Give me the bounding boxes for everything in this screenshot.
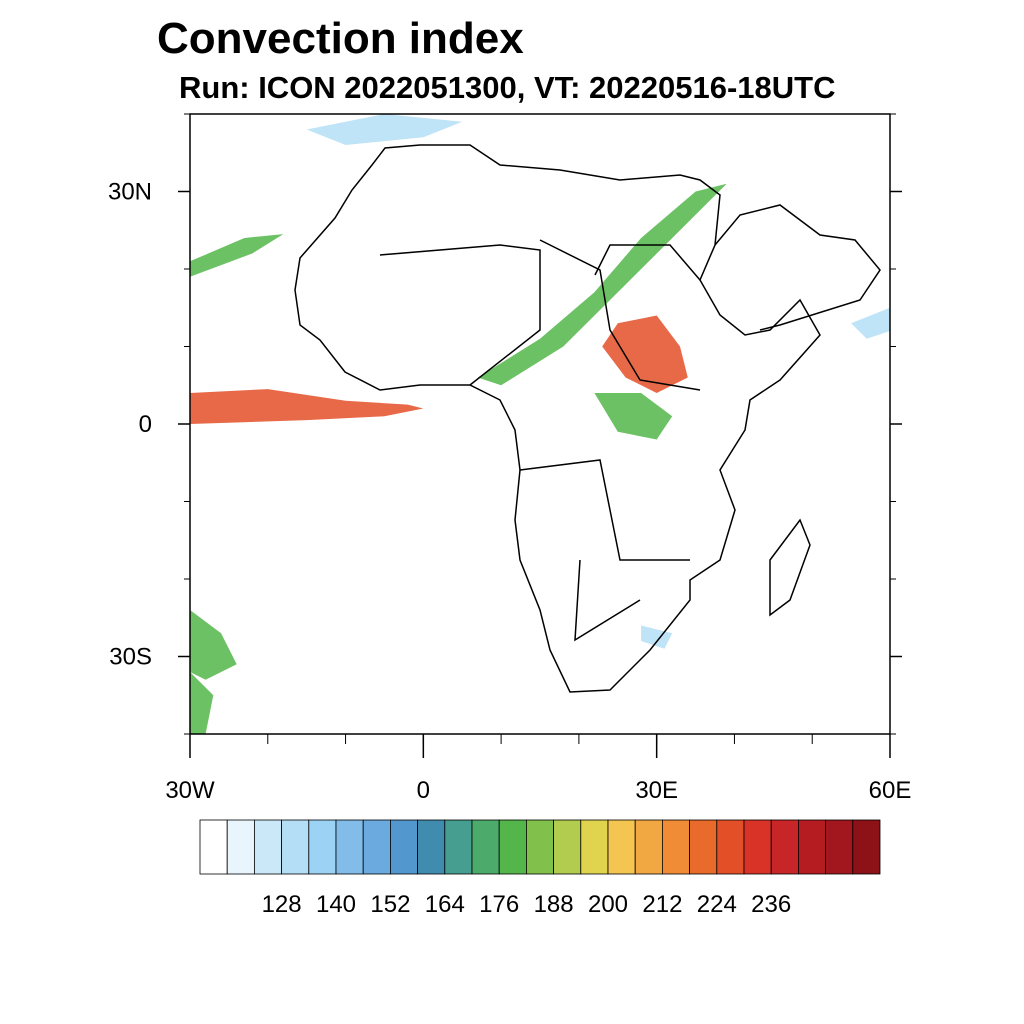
colorbar-box — [607, 819, 636, 875]
colorbar-box — [471, 819, 500, 875]
colorbar-box — [553, 819, 582, 875]
colorbar-box — [389, 819, 418, 875]
arabian-sea-patch — [851, 307, 890, 339]
border-southern-africa — [574, 559, 641, 642]
south-africa-patch — [641, 625, 673, 649]
convection-fields — [190, 114, 890, 734]
colorbar-box — [770, 819, 799, 875]
colorbar-box — [580, 819, 609, 875]
colorbar-label: 236 — [751, 891, 791, 918]
colorbar-box — [798, 819, 827, 875]
colorbar-box — [825, 819, 854, 875]
madagascar-outline — [769, 518, 811, 617]
colorbar-label: 176 — [479, 891, 519, 918]
arabia-outline — [714, 204, 881, 331]
africa-outline — [294, 144, 821, 693]
colorbar-label: 152 — [370, 891, 410, 918]
colorbar-box — [281, 819, 310, 875]
colorbar-box — [526, 819, 555, 875]
chart-title: Convection index — [157, 14, 524, 63]
lon-tick-label: 60E — [869, 777, 912, 804]
colorbar-box — [335, 819, 364, 875]
lon-tick-label: 0 — [417, 777, 430, 804]
colorbar: 128 140 152 164 176 188 200 212 224 236 — [199, 819, 881, 918]
colorbar-box — [689, 819, 718, 875]
colorbar-box — [852, 819, 881, 875]
chart-subtitle: Run: ICON 2022051300, VT: 20220516-18UTC — [179, 70, 836, 105]
colorbar-box — [308, 819, 337, 875]
north-atlantic-band — [190, 234, 284, 277]
colorbar-label: 212 — [642, 891, 682, 918]
colorbar-box — [417, 819, 446, 875]
colorbar-box — [253, 819, 282, 875]
colorbar-box — [444, 819, 473, 875]
mediterranean-patch — [306, 114, 463, 145]
lake-victoria-area — [594, 393, 673, 440]
map-frame — [189, 113, 891, 735]
south-atlantic-sw-patch — [190, 610, 237, 680]
lat-tick-label: 30N — [108, 179, 152, 206]
colorbar-box — [199, 819, 228, 875]
border-west — [379, 244, 541, 386]
colorbar-label: 224 — [697, 891, 737, 918]
colorbar-label: 164 — [425, 891, 465, 918]
border-east — [539, 239, 701, 391]
colorbar-box — [498, 819, 527, 875]
lat-tick-label: 0 — [139, 411, 152, 438]
atlantic-itcz-band — [190, 389, 424, 424]
colorbar-label: 128 — [262, 891, 302, 918]
colorbar-box — [226, 819, 255, 875]
lon-tick-label: 30W — [165, 777, 215, 804]
colorbar-label: 140 — [316, 891, 356, 918]
lon-tick-label: 30E — [635, 777, 678, 804]
colorbar-box — [662, 819, 691, 875]
colorbar-box — [743, 819, 772, 875]
colorbar-box — [716, 819, 745, 875]
central-africa-convection — [602, 315, 688, 393]
africa-coastline — [294, 144, 881, 693]
colorbar-label: 188 — [534, 891, 574, 918]
lat-tick-label: 30S — [109, 644, 152, 671]
border-north — [594, 244, 701, 281]
far-south-west-patch — [190, 672, 214, 734]
map-ticks: 30N 0 30S 30W 0 30E 60E — [108, 113, 912, 804]
colorbar-box — [634, 819, 663, 875]
colorbar-label: 200 — [588, 891, 628, 918]
border-south — [519, 459, 690, 561]
colorbar-box — [362, 819, 391, 875]
